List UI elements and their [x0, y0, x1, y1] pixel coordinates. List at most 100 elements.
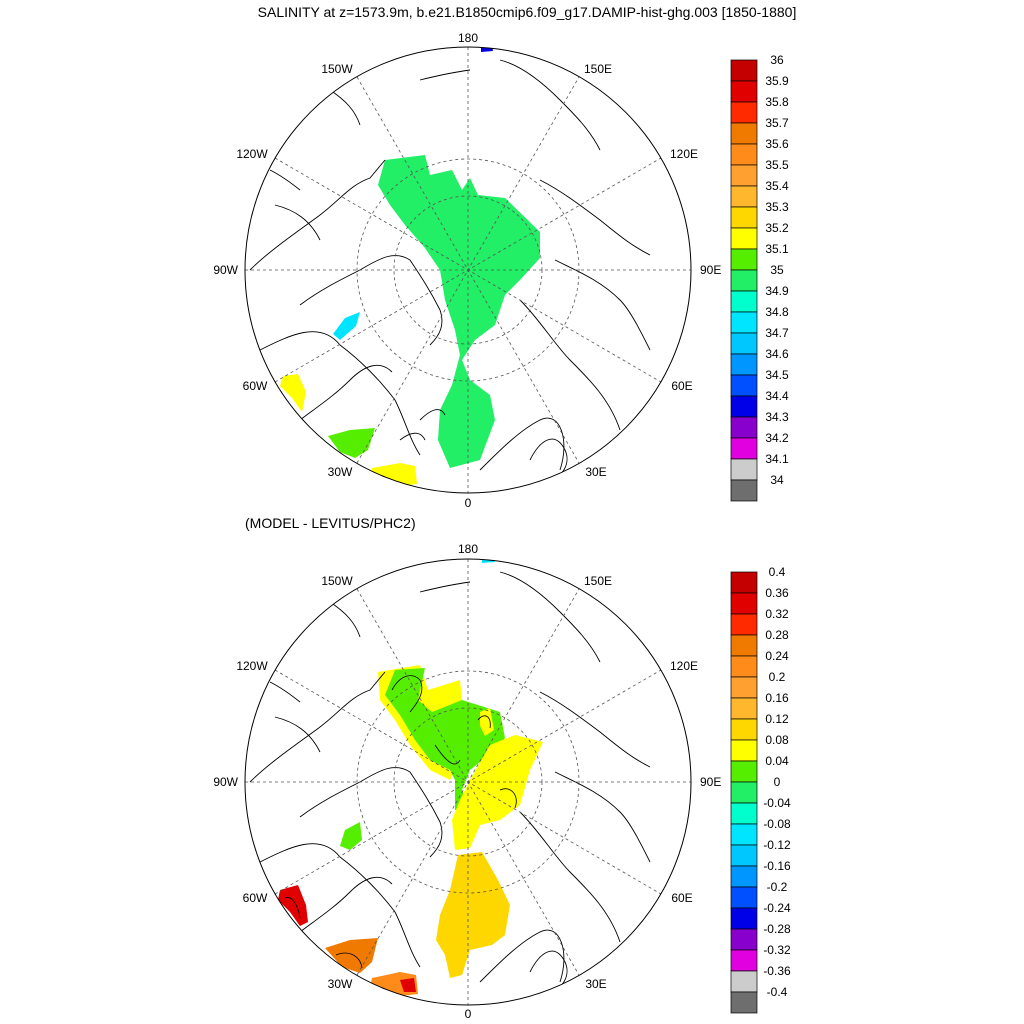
top-colorbar-swatch [730, 206, 758, 229]
top-label-90e: 90E [700, 263, 721, 277]
bot-colorbar-label: 0.16 [765, 691, 789, 705]
top-longitude-labels: 180 0 90W 90E 150W 120W 150E 120E 60W 30… [213, 31, 721, 510]
bot-colorbar-label: 0 [774, 775, 781, 789]
bot-colorbar-swatch [730, 676, 758, 699]
top-colorbar: 36 35.9 35.8 35.7 35.6 35.5 35.4 35.3 35.2 35.1 35… [730, 53, 789, 502]
top-colorbar-label: 35.2 [765, 221, 789, 235]
top-colorbar-label: 35.6 [765, 137, 789, 151]
bot-colorbar-label: -0.12 [763, 838, 791, 852]
top-map-frame [244, 46, 692, 494]
bot-colorbar-label: 0.4 [769, 565, 786, 579]
top-label-30e: 30E [585, 465, 606, 479]
top-colorbar-label: 34.7 [765, 326, 789, 340]
top-colorbar-label: 34.2 [765, 431, 789, 445]
top-label-150w: 150W [321, 62, 353, 76]
bot-colorbar-swatch [730, 718, 758, 741]
bot-label-120w: 120W [236, 659, 268, 673]
bot-colorbar-label: -0.24 [763, 901, 791, 915]
bot-fill-red-south [400, 978, 416, 992]
top-label-60e: 60E [671, 379, 692, 393]
top-label-30w: 30W [328, 465, 353, 479]
top-colorbar-swatch [730, 416, 758, 439]
bot-colorbar-label: 0.12 [765, 712, 789, 726]
top-label-150e: 150E [584, 62, 612, 76]
bottom-colorbar: 0.4 0.36 0.32 0.28 0.24 0.2 0.16 0.12 0.08 0.04 0 -… [730, 565, 791, 1014]
top-colorbar-swatch [730, 122, 758, 145]
bot-colorbar-swatch [730, 949, 758, 972]
bot-colorbar-label: -0.16 [763, 859, 791, 873]
bot-colorbar-label: -0.08 [763, 817, 791, 831]
bot-colorbar-swatch [730, 571, 758, 594]
top-label-180: 180 [458, 31, 478, 45]
top-colorbar-label: 35.8 [765, 95, 789, 109]
top-colorbar-swatch [730, 269, 758, 292]
top-colorbar-label: 34.3 [765, 410, 789, 424]
bot-fill-green-central [385, 668, 505, 810]
bot-label-30w: 30W [328, 977, 353, 991]
bot-colorbar-swatch [730, 928, 758, 951]
bot-label-150e: 150E [584, 574, 612, 588]
bot-label-30e: 30E [585, 977, 606, 991]
top-colorbar-swatch [730, 185, 758, 208]
bot-fill-green-small [340, 822, 362, 850]
bot-colorbar-swatch [730, 907, 758, 930]
top-colorbar-label: 35.3 [765, 200, 789, 214]
top-colorbar-swatch [730, 479, 758, 502]
top-colorbar-swatch [730, 437, 758, 460]
top-colorbar-swatch [730, 59, 758, 82]
bot-colorbar-label: -0.04 [763, 796, 791, 810]
bot-colorbar-swatch [730, 844, 758, 867]
bot-colorbar-swatch [730, 739, 758, 762]
top-colorbar-label: 34.4 [765, 389, 789, 403]
bot-longitude-labels: 180 0 90W 90E 150W 120W 150E 120E 60W 30… [213, 542, 721, 1021]
top-colorbar-swatch [730, 101, 758, 124]
top-colorbar-label: 34.9 [765, 284, 789, 298]
top-colorbar-label: 35 [770, 263, 784, 277]
bot-colorbar-swatch [730, 823, 758, 846]
bot-label-150w: 150W [321, 574, 353, 588]
top-colorbar-label: 35.4 [765, 179, 789, 193]
bot-colorbar-swatch [730, 802, 758, 825]
bot-fill-orange-southwest [325, 938, 378, 973]
top-label-0: 0 [465, 496, 472, 510]
top-colorbar-swatch [730, 227, 758, 250]
top-colorbar-swatch [730, 353, 758, 376]
bot-colorbar-swatch [730, 991, 758, 1014]
top-colorbar-label: 34.8 [765, 305, 789, 319]
bot-label-90e: 90E [700, 775, 721, 789]
bot-label-90w: 90W [213, 775, 238, 789]
top-colorbar-label: 34 [770, 473, 784, 487]
bot-label-120e: 120E [670, 659, 698, 673]
top-colorbar-label: 34.5 [765, 368, 789, 382]
top-colorbar-label: 35.9 [765, 74, 789, 88]
top-label-120e: 120E [670, 147, 698, 161]
top-graticule [245, 47, 691, 493]
top-colorbar-swatch [730, 80, 758, 103]
top-colorbar-swatch [730, 164, 758, 187]
top-colorbar-label: 35.7 [765, 116, 789, 130]
bot-label-60e: 60E [671, 891, 692, 905]
bot-colorbar-label: 0.28 [765, 628, 789, 642]
bot-colorbar-label: -0.2 [767, 880, 788, 894]
top-colorbar-swatch [730, 458, 758, 481]
top-fill-green-southwest [328, 428, 375, 458]
top-label-120w: 120W [236, 147, 268, 161]
bot-colorbar-label: 0.2 [769, 670, 786, 684]
bot-coastlines [249, 571, 651, 995]
top-coastlines [249, 59, 651, 483]
top-colorbar-label: 34.1 [765, 452, 789, 466]
top-fill-cyan-patch [333, 312, 360, 340]
top-fill-central-ocean [378, 155, 540, 468]
bot-fill-yellow-east [452, 735, 543, 850]
bot-map-frame [244, 558, 692, 1006]
top-colorbar-swatch [730, 143, 758, 166]
bottom-polar-map: 180 0 90W 90E 150W 120W 150E 120E 60W 30… [213, 542, 721, 1021]
bot-colorbar-label: 0.04 [765, 754, 789, 768]
bot-colorbar-swatch [730, 970, 758, 993]
top-fill-blue-north [481, 47, 493, 52]
top-colorbar-swatch [730, 374, 758, 397]
bot-colorbar-label: 0.24 [765, 649, 789, 663]
bot-colorbar-swatch [730, 760, 758, 783]
bot-graticule [245, 559, 691, 1005]
